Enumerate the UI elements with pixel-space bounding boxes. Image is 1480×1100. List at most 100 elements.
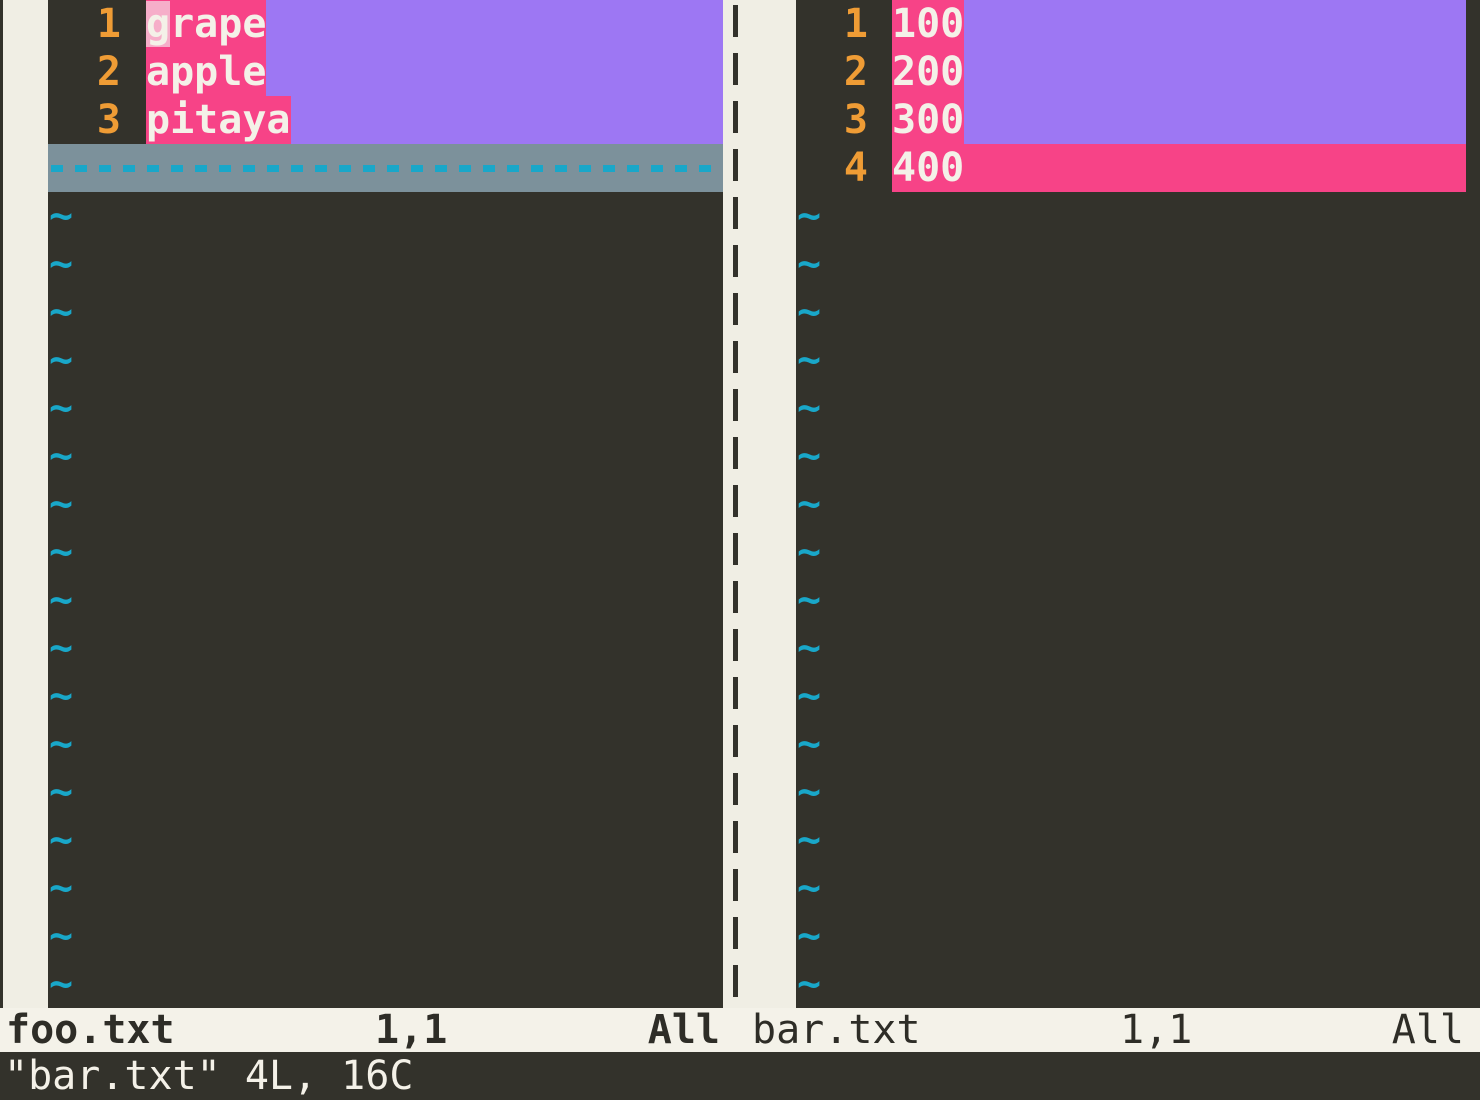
empty-line[interactable]: ~ bbox=[48, 288, 723, 336]
tilde-marker: ~ bbox=[797, 721, 822, 767]
empty-line[interactable]: ~ bbox=[48, 576, 723, 624]
diff-change-fill bbox=[964, 0, 1466, 48]
line-changed[interactable]: 2 200 bbox=[796, 48, 1466, 96]
empty-line[interactable]: ~ bbox=[796, 768, 1466, 816]
empty-line[interactable]: ~ bbox=[796, 288, 1466, 336]
tilde-marker: ~ bbox=[797, 769, 822, 815]
empty-line[interactable]: ~ bbox=[796, 240, 1466, 288]
diff-text: 300 bbox=[892, 96, 965, 144]
tilde-marker: ~ bbox=[49, 481, 74, 527]
empty-line[interactable]: ~ bbox=[48, 960, 723, 1008]
empty-line[interactable]: ~ bbox=[48, 528, 723, 576]
tilde-marker: ~ bbox=[797, 433, 822, 479]
empty-line[interactable]: ~ bbox=[48, 672, 723, 720]
statusline-bar-txt[interactable]: bar.txt 1,1 All bbox=[748, 1008, 1480, 1052]
statusline-foo-txt[interactable]: foo.txt 1,1 All bbox=[0, 1008, 748, 1052]
tilde-marker: ~ bbox=[797, 865, 822, 911]
empty-line[interactable]: ~ bbox=[796, 192, 1466, 240]
empty-line[interactable]: ~ bbox=[796, 816, 1466, 864]
fold-column-left[interactable] bbox=[3, 0, 48, 1008]
empty-line[interactable]: ~ bbox=[48, 912, 723, 960]
tilde-marker: ~ bbox=[49, 193, 74, 239]
line-number: 3 bbox=[843, 97, 868, 143]
diff-change-fill bbox=[266, 0, 723, 48]
empty-line[interactable]: ~ bbox=[796, 432, 1466, 480]
empty-line[interactable]: ~ bbox=[796, 384, 1466, 432]
tilde-marker: ~ bbox=[49, 337, 74, 383]
empty-line[interactable]: ~ bbox=[48, 816, 723, 864]
status-scroll-indicator: All bbox=[1391, 1008, 1464, 1052]
empty-line[interactable]: ~ bbox=[48, 768, 723, 816]
status-filename: bar.txt bbox=[752, 1008, 921, 1052]
tilde-marker: ~ bbox=[797, 241, 822, 287]
diff-text: 100 bbox=[892, 0, 965, 48]
empty-line[interactable]: ~ bbox=[796, 864, 1466, 912]
tilde-marker: ~ bbox=[797, 625, 822, 671]
tilde-marker: ~ bbox=[49, 721, 74, 767]
tilde-marker: ~ bbox=[49, 385, 74, 431]
left-edge-strip bbox=[0, 0, 3, 1008]
filler-dashes bbox=[51, 164, 723, 172]
window-foo-txt[interactable]: 1 grape 2 apple 3 pitaya ~ ~ ~ ~ bbox=[0, 0, 723, 1008]
tilde-marker: ~ bbox=[49, 769, 74, 815]
status-scroll-indicator: All bbox=[647, 1008, 720, 1052]
empty-line[interactable]: ~ bbox=[48, 480, 723, 528]
line-number: 2 bbox=[843, 49, 868, 95]
fold-column-right[interactable] bbox=[748, 0, 796, 1008]
diff-change-fill bbox=[290, 96, 723, 144]
empty-line[interactable]: ~ bbox=[48, 336, 723, 384]
window-bar-txt[interactable]: 1 100 2 200 3 300 4 400 ~ ~ ~ ~ bbox=[748, 0, 1480, 1008]
empty-line[interactable]: ~ bbox=[48, 240, 723, 288]
tilde-marker: ~ bbox=[797, 673, 822, 719]
empty-line[interactable]: ~ bbox=[796, 720, 1466, 768]
status-cursor-position: 1,1 bbox=[375, 1008, 448, 1052]
line-added[interactable]: 4 400 bbox=[796, 144, 1466, 192]
command-line-message: "bar.txt" 4L, 16C bbox=[4, 1053, 414, 1099]
empty-line[interactable]: ~ bbox=[796, 480, 1466, 528]
empty-line[interactable]: ~ bbox=[48, 192, 723, 240]
line-number: 1 bbox=[843, 1, 868, 47]
empty-line[interactable]: ~ bbox=[796, 624, 1466, 672]
empty-line[interactable]: ~ bbox=[796, 336, 1466, 384]
tilde-marker: ~ bbox=[797, 577, 822, 623]
empty-line[interactable]: ~ bbox=[48, 432, 723, 480]
line-changed[interactable]: 3 pitaya bbox=[48, 96, 723, 144]
empty-line[interactable]: ~ bbox=[796, 576, 1466, 624]
tilde-marker: ~ bbox=[49, 913, 74, 959]
diff-add-fill bbox=[964, 144, 1466, 192]
buffer-foo-txt[interactable]: 1 grape 2 apple 3 pitaya ~ ~ ~ ~ bbox=[48, 0, 723, 1008]
diff-change-fill bbox=[964, 48, 1466, 96]
tilde-marker: ~ bbox=[49, 625, 74, 671]
diff-change-fill bbox=[266, 48, 723, 96]
line-changed[interactable]: 2 apple bbox=[48, 48, 723, 96]
empty-line[interactable]: ~ bbox=[48, 864, 723, 912]
empty-line[interactable]: ~ bbox=[48, 384, 723, 432]
empty-line[interactable]: ~ bbox=[48, 624, 723, 672]
line-changed[interactable]: 1 grape bbox=[48, 0, 723, 48]
tilde-marker: ~ bbox=[797, 817, 822, 863]
tilde-marker: ~ bbox=[49, 241, 74, 287]
diff-added-text: 400 bbox=[892, 144, 965, 192]
empty-line[interactable]: ~ bbox=[796, 912, 1466, 960]
tilde-marker: ~ bbox=[49, 673, 74, 719]
tilde-marker: ~ bbox=[797, 193, 822, 239]
tilde-marker: ~ bbox=[49, 433, 74, 479]
empty-line[interactable]: ~ bbox=[796, 528, 1466, 576]
tilde-marker: ~ bbox=[49, 577, 74, 623]
line-number: 4 bbox=[843, 145, 868, 191]
tilde-marker: ~ bbox=[797, 337, 822, 383]
status-filename: foo.txt bbox=[6, 1008, 175, 1052]
line-changed[interactable]: 3 300 bbox=[796, 96, 1466, 144]
line-number: 2 bbox=[96, 49, 121, 95]
line-changed[interactable]: 1 100 bbox=[796, 0, 1466, 48]
empty-line[interactable]: ~ bbox=[48, 720, 723, 768]
line-number: 3 bbox=[96, 97, 121, 143]
tilde-marker: ~ bbox=[49, 289, 74, 335]
diff-text: 200 bbox=[892, 48, 965, 96]
empty-line[interactable]: ~ bbox=[796, 960, 1466, 1008]
buffer-bar-txt[interactable]: 1 100 2 200 3 300 4 400 ~ ~ ~ ~ bbox=[796, 0, 1480, 1008]
empty-line[interactable]: ~ bbox=[796, 672, 1466, 720]
window-separator[interactable] bbox=[723, 0, 748, 1008]
separator-bars bbox=[733, 0, 738, 1008]
